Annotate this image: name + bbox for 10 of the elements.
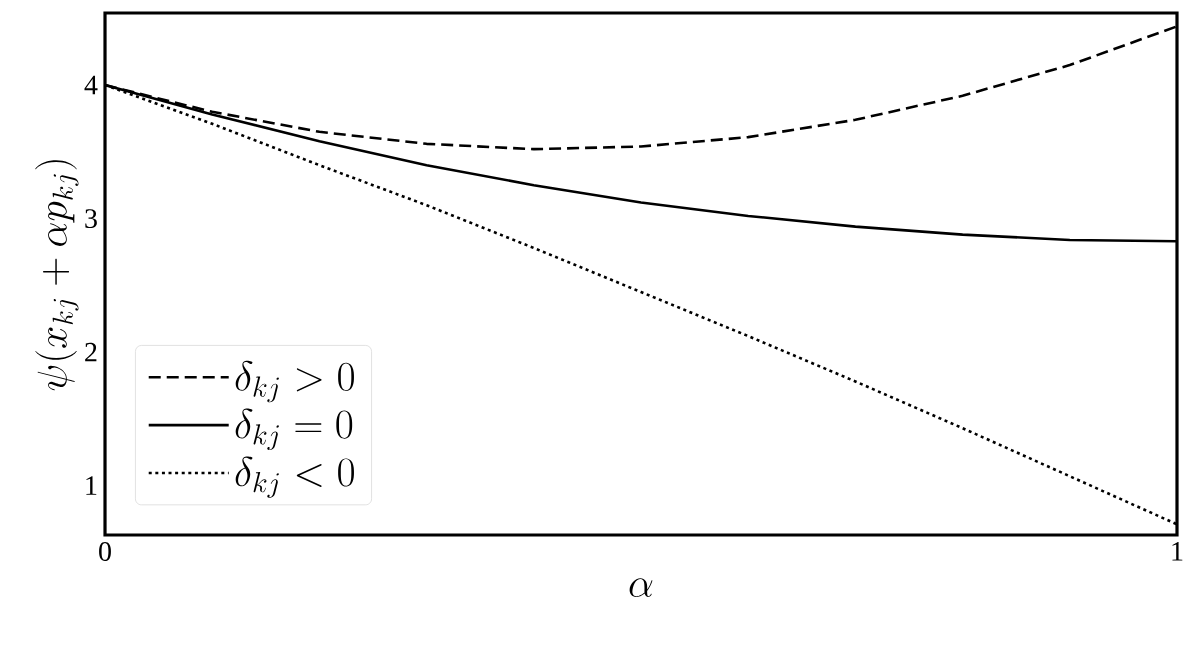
y-tick-label: 4 — [84, 75, 98, 95]
y-tick-label: 2 — [85, 342, 97, 362]
legend-label: $\delta_{kj} > 0$ — [235, 360, 354, 403]
x-axis-title: $\alpha$ — [629, 578, 653, 597]
x-tick-label: 0 — [99, 542, 111, 561]
legend-label: $\delta_{kj} = 0$ — [235, 408, 353, 451]
legend-label: $\delta_{kj} < 0$ — [235, 456, 354, 498]
y-tick-label: 1 — [86, 476, 97, 495]
y-axis-title: $\psi(x_{kj} + \alpha p_{kj})$ — [35, 160, 79, 391]
y-tick-label: 3 — [85, 209, 97, 229]
